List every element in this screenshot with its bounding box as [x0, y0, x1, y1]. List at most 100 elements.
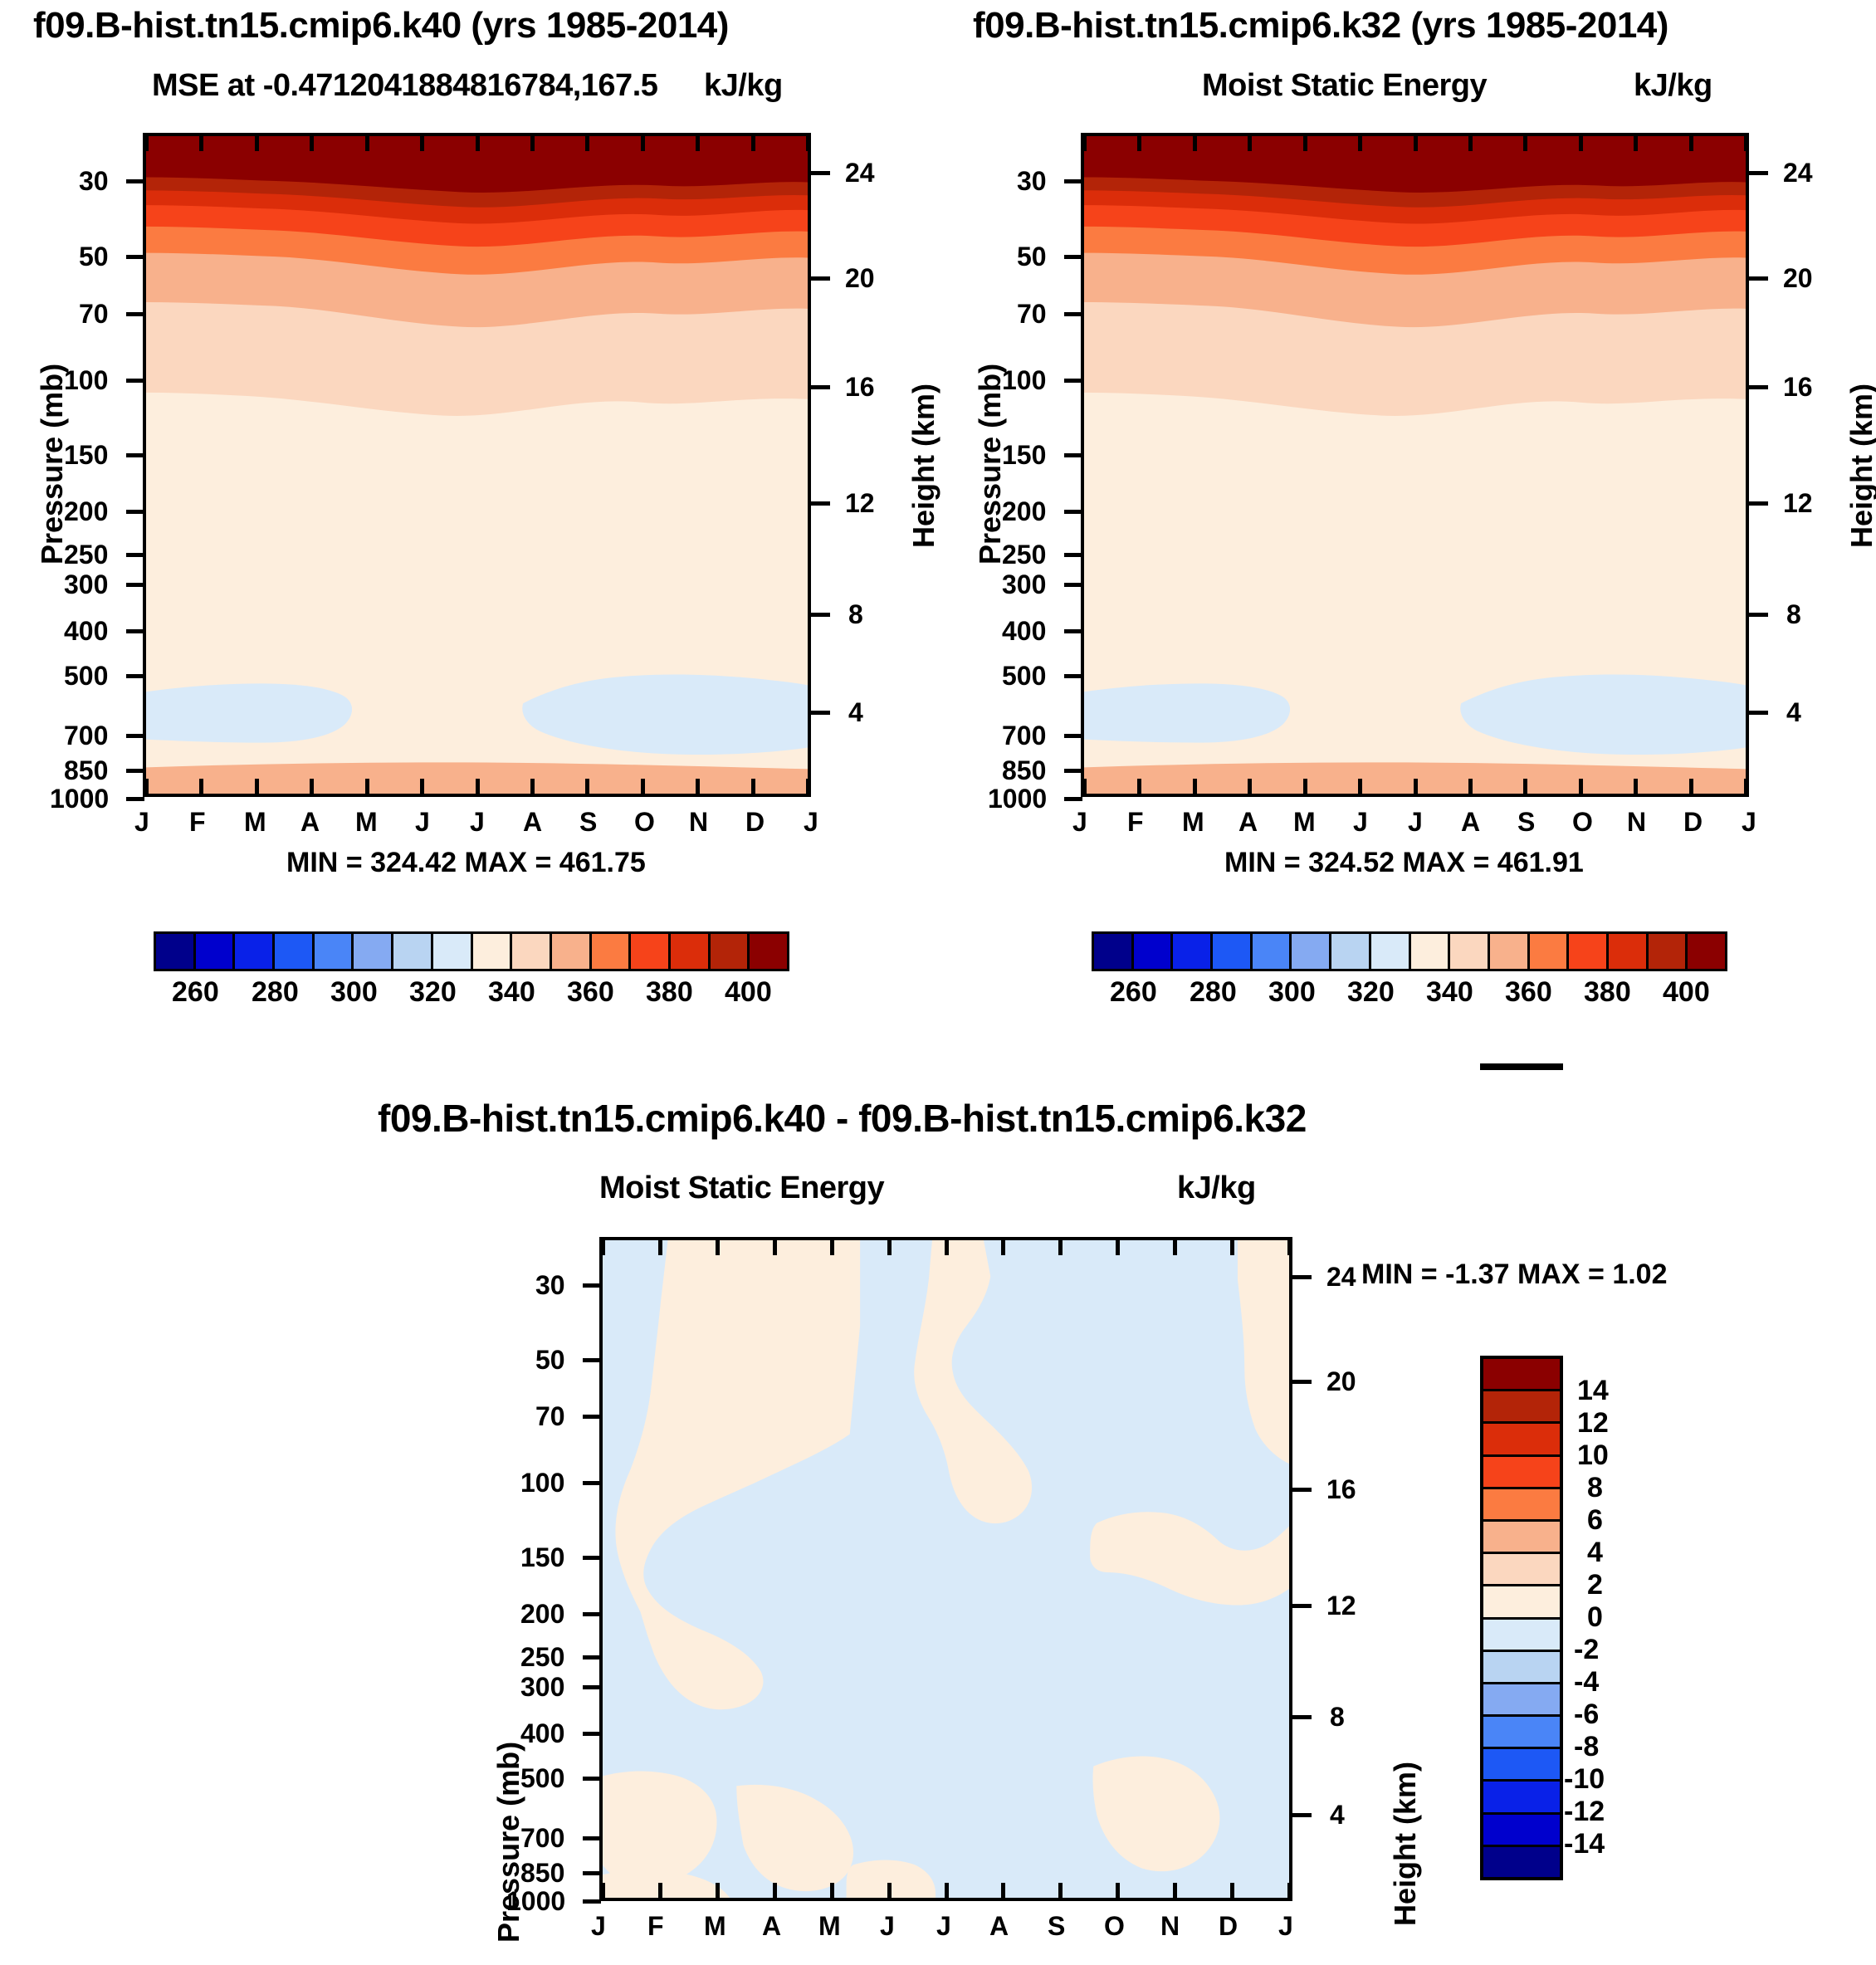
axis-tick-mark: [772, 1883, 777, 1898]
axis-tick-mark: [1248, 779, 1253, 794]
axis-tick-mark: [1058, 1240, 1063, 1255]
axis-tick-mark: [750, 779, 755, 794]
axis-tick-mark: [1084, 136, 1087, 151]
axis-tick-mark: [696, 136, 701, 151]
panel-difference-subtitle: Moist Static Energy: [599, 1171, 885, 1205]
panel-k40-subtitle: MSE at -0.4712041884816784,167.5: [152, 68, 658, 103]
axis-tick-mark: [715, 1240, 720, 1255]
panel-difference-colorbar-scale: [1480, 1356, 1563, 1880]
axis-tick-mark: [1578, 136, 1583, 151]
axis-tick-mark: [1413, 779, 1418, 794]
axis-tick-mark: [1688, 136, 1693, 151]
axis-tick-mark: [364, 136, 369, 151]
axis-tick-mark: [146, 779, 149, 794]
panel-difference-colorbar: [1480, 1063, 1563, 1070]
axis-tick-mark: [1116, 1883, 1121, 1898]
panel-k32-plot-area: [1081, 133, 1749, 797]
panel-difference-plot-area: [599, 1237, 1292, 1901]
axis-tick-mark: [1173, 1883, 1178, 1898]
axis-tick-mark: [254, 136, 259, 151]
axis-tick-mark: [657, 1240, 662, 1255]
axis-tick-mark: [1688, 779, 1693, 794]
axis-tick-mark: [475, 779, 480, 794]
axis-tick-mark: [1192, 779, 1197, 794]
panel-k40-title: f09.B-hist.tn15.cmip6.k40 (yrs 1985-2014…: [33, 5, 729, 46]
axis-tick-mark: [1173, 1240, 1178, 1255]
axis-tick-mark: [1302, 136, 1307, 151]
axis-tick-mark: [254, 779, 259, 794]
axis-tick-mark: [1578, 779, 1583, 794]
panel-k40-minmax: MIN = 324.42 MAX = 461.75: [286, 847, 646, 878]
panel-k32-units: kJ/kg: [1634, 68, 1712, 103]
axis-tick-mark: [640, 779, 645, 794]
axis-tick-mark: [1058, 1883, 1063, 1898]
panel-k40-colorbar: [154, 931, 789, 971]
axis-tick-mark: [603, 1240, 605, 1255]
panel-difference-units: kJ/kg: [1177, 1171, 1256, 1205]
axis-tick-mark: [1358, 136, 1363, 151]
panel-k32-title: f09.B-hist.tn15.cmip6.k32 (yrs 1985-2014…: [973, 5, 1668, 46]
axis-tick-mark: [1116, 1240, 1121, 1255]
axis-tick-mark: [944, 1883, 949, 1898]
panel-k40-contours: [146, 136, 808, 794]
axis-tick-mark: [1468, 136, 1473, 151]
axis-tick-mark: [1001, 1240, 1006, 1255]
axis-tick-mark: [1413, 136, 1418, 151]
panel-k32: f09.B-hist.tn15.cmip6.k32 (yrs 1985-2014…: [938, 0, 1876, 1029]
axis-tick-mark: [829, 1240, 834, 1255]
axis-tick-mark: [715, 1883, 720, 1898]
axis-tick-mark: [530, 136, 535, 151]
axis-tick-mark: [887, 1240, 892, 1255]
panel-k32-contours: [1084, 136, 1746, 794]
panel-difference-minmax: MIN = -1.37 MAX = 1.02: [1361, 1259, 1668, 1290]
axis-tick-mark: [530, 779, 535, 794]
axis-tick-mark: [199, 779, 204, 794]
axis-tick-mark: [585, 779, 590, 794]
axis-tick-mark: [420, 779, 425, 794]
axis-tick-mark: [1248, 136, 1253, 151]
axis-tick-mark: [475, 136, 480, 151]
panel-k32-minmax: MIN = 324.52 MAX = 461.91: [1224, 847, 1584, 878]
axis-tick-mark: [1287, 1240, 1289, 1255]
axis-tick-mark: [310, 779, 315, 794]
axis-tick-mark: [944, 1240, 949, 1255]
panel-k32-subtitle: Moist Static Energy: [1202, 68, 1488, 103]
axis-tick-mark: [806, 779, 808, 794]
axis-tick-mark: [1523, 779, 1528, 794]
axis-tick-mark: [1634, 779, 1639, 794]
panel-k40-plot-area: [143, 133, 811, 797]
axis-tick-mark: [585, 136, 590, 151]
axis-tick-mark: [1468, 779, 1473, 794]
panel-k40: f09.B-hist.tn15.cmip6.k40 (yrs 1985-2014…: [33, 5, 940, 1008]
axis-tick-mark: [420, 136, 425, 151]
axis-tick-mark: [1084, 779, 1087, 794]
axis-tick-mark: [750, 136, 755, 151]
axis-tick-mark: [199, 136, 204, 151]
panel-difference-y2label: Height (km): [1388, 1762, 1422, 1926]
axis-tick-mark: [364, 779, 369, 794]
axis-tick-mark: [1523, 136, 1528, 151]
axis-tick-mark: [640, 136, 645, 151]
axis-tick-mark: [1744, 779, 1746, 794]
panel-k40-y2label: Height (km): [906, 384, 940, 548]
axis-tick-mark: [1744, 136, 1746, 151]
axis-tick-mark: [1230, 1240, 1235, 1255]
axis-tick-mark: [1001, 1883, 1006, 1898]
panel-k32-colorbar: [1092, 931, 1727, 971]
axis-tick-mark: [1137, 136, 1142, 151]
axis-tick-mark: [1287, 1883, 1289, 1898]
panel-difference-title: f09.B-hist.tn15.cmip6.k40 - f09.B-hist.t…: [378, 1097, 1307, 1140]
axis-tick-mark: [1634, 136, 1639, 151]
axis-tick-mark: [1302, 779, 1307, 794]
axis-tick-mark: [1358, 779, 1363, 794]
axis-tick-mark: [603, 1883, 605, 1898]
axis-tick-mark: [806, 136, 808, 151]
axis-tick-mark: [1230, 1883, 1235, 1898]
axis-tick-mark: [1137, 779, 1142, 794]
axis-tick-mark: [829, 1883, 834, 1898]
panel-k40-units: kJ/kg: [704, 68, 783, 103]
panel-k32-y2label: Height (km): [1844, 384, 1876, 548]
axis-tick-mark: [772, 1240, 777, 1255]
axis-tick-mark: [1192, 136, 1197, 151]
axis-tick-mark: [657, 1883, 662, 1898]
